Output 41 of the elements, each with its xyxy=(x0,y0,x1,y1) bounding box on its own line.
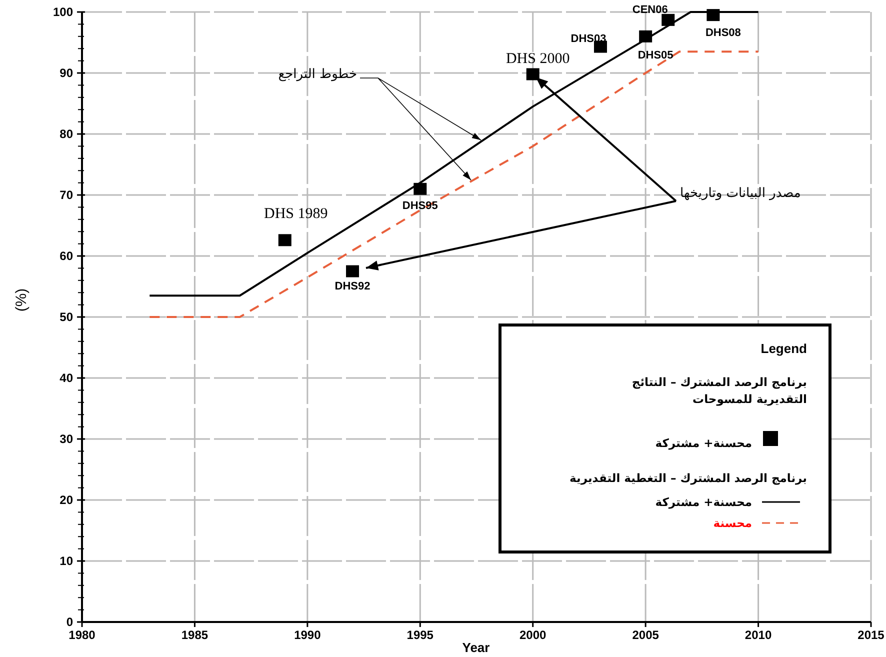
y-tick-label: 30 xyxy=(60,432,74,446)
y-tick-label: 10 xyxy=(60,554,74,568)
annotation: DHS08 xyxy=(705,27,741,40)
x-tick-label: 1990 xyxy=(294,628,322,642)
x-tick-label: 2000 xyxy=(520,628,547,642)
point xyxy=(662,14,675,26)
point xyxy=(414,182,427,195)
x-tick-label: 2015 xyxy=(858,628,885,642)
annotation: DHS95 xyxy=(402,200,438,212)
y-tick-label: 50 xyxy=(60,310,74,324)
annotation: DHS 1989 xyxy=(264,206,328,222)
annotation: CEN06 xyxy=(632,4,668,16)
point xyxy=(278,234,292,246)
annotation: DHS92 xyxy=(334,280,370,292)
point xyxy=(346,265,360,278)
legend-title: Legend xyxy=(760,341,808,356)
legend-label: محسنة xyxy=(713,516,752,530)
y-tick-label: 100 xyxy=(52,5,74,19)
y-tick-label: 40 xyxy=(60,371,74,385)
x-tick-label: 2005 xyxy=(632,628,660,642)
y-tick-label: 70 xyxy=(60,188,74,202)
y-tick-label: 80 xyxy=(60,127,74,141)
y-tick-label: 90 xyxy=(60,66,74,80)
annotation: DHS05 xyxy=(638,49,674,62)
y-tick-label: 60 xyxy=(60,249,74,263)
annotation: برنامج الرصد المشترك – التغطية التقديرية xyxy=(568,470,807,487)
x-tick-label: 1985 xyxy=(181,628,208,642)
annotation: DHS 2000 xyxy=(506,51,570,68)
point xyxy=(526,68,540,80)
y-tick-label: 0 xyxy=(66,615,74,629)
x-tick-label: 1995 xyxy=(406,628,434,642)
y-axis-title: (%) xyxy=(13,288,30,312)
x-tick-label: 2010 xyxy=(744,628,772,642)
x-tick-label: 1980 xyxy=(68,628,96,642)
legend-label: محسنة+ مشتركة xyxy=(655,436,752,450)
annotation: مصدر البيانات وتاريخها xyxy=(680,186,801,201)
legend-label: محسنة+ مشتركة xyxy=(655,495,752,509)
annotation: برنامج الرصد المشترك – النتائج التقديرية للمسوحات xyxy=(630,374,807,408)
annotation: خطوط التراجع xyxy=(278,67,357,82)
x-axis-title: Year xyxy=(462,640,490,655)
y-tick-label: 20 xyxy=(60,493,74,507)
